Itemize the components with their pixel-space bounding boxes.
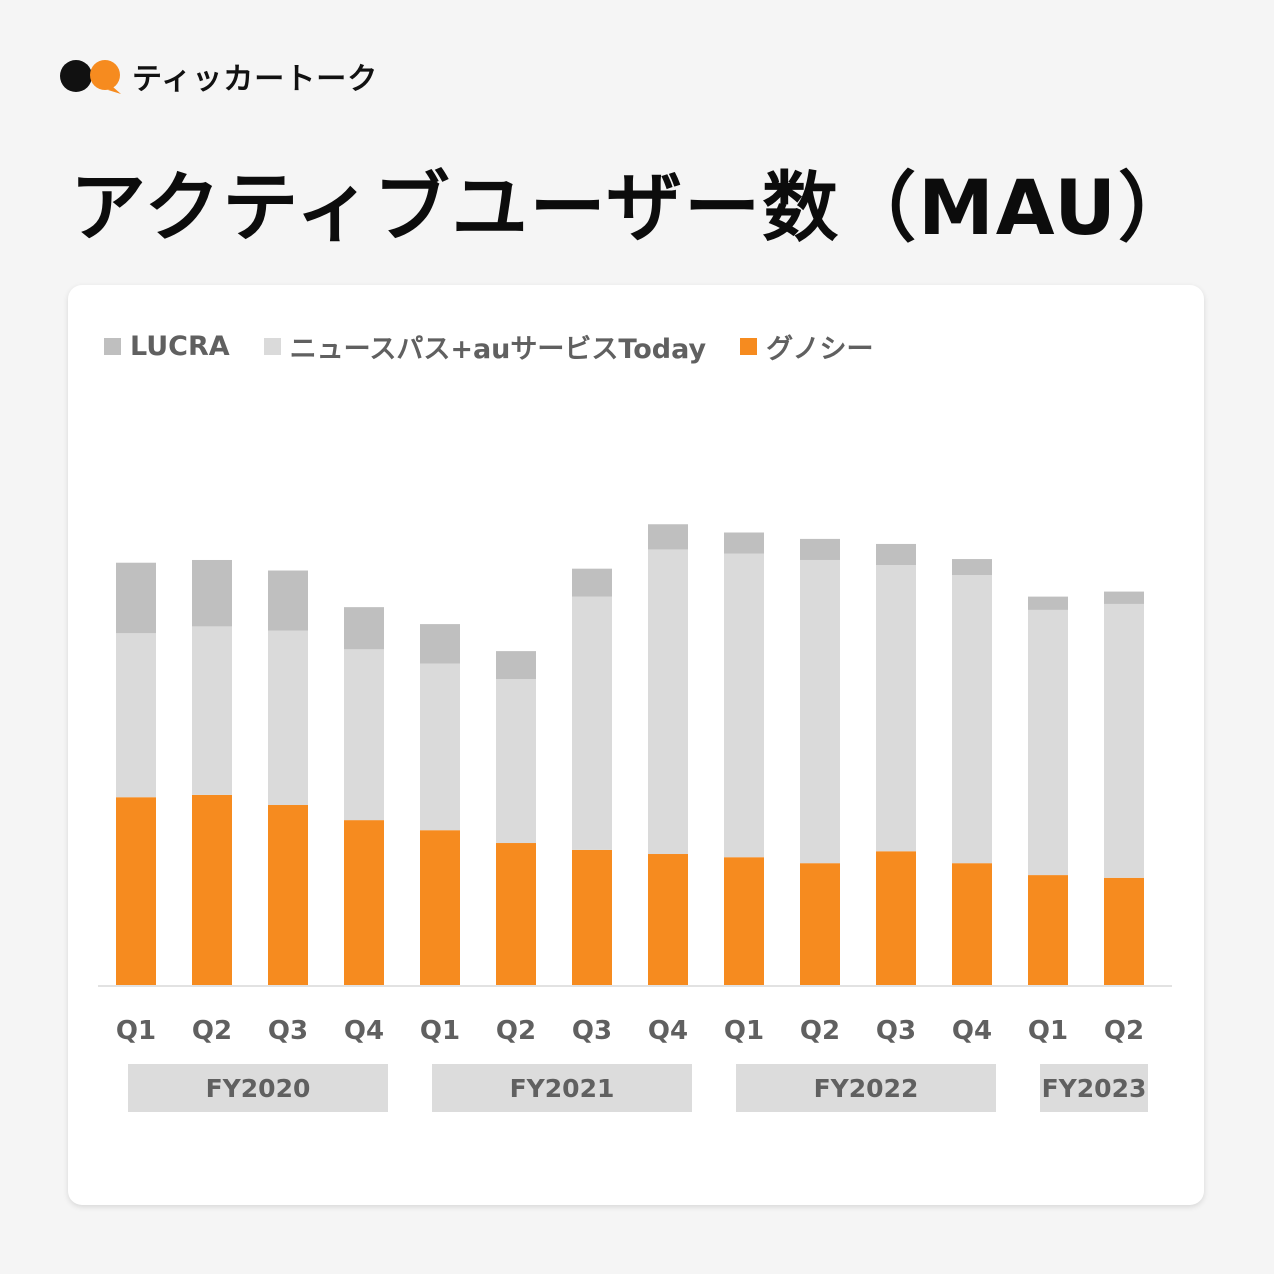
x-tick-label: Q4 bbox=[952, 1016, 992, 1046]
bar-newspass-1 bbox=[116, 633, 156, 798]
bar-newspass-12 bbox=[952, 575, 992, 864]
fy-band-3 bbox=[736, 1064, 996, 1112]
bar-lucra-1 bbox=[116, 562, 156, 634]
bar-gunosy-5 bbox=[420, 830, 460, 985]
x-tick-label: Q3 bbox=[268, 1016, 308, 1046]
speech-bubbles-logo-icon bbox=[60, 60, 121, 94]
x-tick-label: Q4 bbox=[648, 1016, 688, 1046]
legend-label-lucra: LUCRA bbox=[130, 331, 230, 362]
legend-label-gunosy: グノシー bbox=[766, 334, 874, 365]
bar-gunosy-9 bbox=[724, 857, 764, 985]
bar-lucra-7 bbox=[572, 568, 612, 597]
x-tick-label: Q1 bbox=[420, 1016, 460, 1046]
bar-newspass-5 bbox=[420, 663, 460, 831]
bar-newspass-3 bbox=[268, 630, 308, 806]
brand-name: ティッカートーク bbox=[132, 62, 379, 97]
bar-gunosy-4 bbox=[344, 820, 384, 985]
fy-band-1 bbox=[128, 1064, 388, 1112]
fy-band-4 bbox=[1040, 1064, 1148, 1112]
fy-label-2: FY2021 bbox=[510, 1074, 615, 1103]
bar-newspass-13 bbox=[1028, 609, 1068, 876]
bar-gunosy-2 bbox=[192, 794, 232, 985]
bar-lucra-4 bbox=[344, 607, 384, 650]
bar-gunosy-11 bbox=[876, 851, 916, 985]
x-tick-label: Q1 bbox=[116, 1016, 156, 1046]
bar-gunosy-6 bbox=[496, 843, 536, 985]
fy-label-3: FY2022 bbox=[814, 1074, 919, 1103]
legend: LUCRA ニュースパス+auサービスToday グノシー bbox=[104, 327, 908, 366]
bar-gunosy-8 bbox=[648, 854, 688, 985]
chart-card: LUCRA ニュースパス+auサービスToday グノシー Q1 Q2 Q3 Q4 Q1… bbox=[68, 285, 1204, 1205]
x-tick-label: Q2 bbox=[800, 1016, 840, 1046]
x-tick-label: Q3 bbox=[572, 1016, 612, 1046]
legend-swatch-newspass bbox=[263, 338, 281, 355]
legend-swatch-lucra bbox=[104, 338, 121, 355]
bar-gunosy-1 bbox=[116, 797, 156, 985]
bar-newspass-6 bbox=[496, 679, 536, 844]
bar-gunosy-14 bbox=[1104, 877, 1144, 985]
brand: ティッカートーク bbox=[58, 56, 379, 97]
bar-lucra-11 bbox=[876, 543, 916, 566]
bar-lucra-3 bbox=[268, 570, 308, 631]
legend-swatch-gunosy bbox=[740, 338, 758, 355]
bar-lucra-8 bbox=[648, 524, 688, 550]
bar-newspass-10 bbox=[800, 559, 840, 864]
x-tick-label: Q4 bbox=[344, 1016, 384, 1046]
bar-newspass-2 bbox=[192, 626, 232, 795]
stacked-bar-chart: Q1 Q2 Q3 Q4 Q1 Q2 Q3 Q4 Q1 Q2 Q3 Q4 Q1 Q2 FY2020 FY2021… bbox=[98, 524, 1172, 1112]
legend-item-newspass: ニュースパス+auサービスToday bbox=[263, 327, 707, 366]
page-title: アクティブユーザー数（MAU） bbox=[70, 163, 1196, 252]
x-tick-label: Q2 bbox=[1104, 1016, 1144, 1046]
bar-lucra-13 bbox=[1028, 596, 1068, 610]
bar-gunosy-7 bbox=[572, 849, 612, 985]
bar-lucra-14 bbox=[1104, 591, 1144, 604]
x-tick-label: Q3 bbox=[876, 1016, 916, 1046]
bar-lucra-10 bbox=[800, 538, 840, 560]
x-tick-label: Q2 bbox=[192, 1016, 232, 1046]
bar-gunosy-13 bbox=[1028, 875, 1068, 985]
bar-lucra-9 bbox=[724, 532, 764, 554]
bar-gunosy-10 bbox=[800, 863, 840, 985]
x-tick-label: Q2 bbox=[496, 1016, 536, 1046]
bar-gunosy-3 bbox=[268, 805, 308, 985]
bar-lucra-5 bbox=[420, 624, 460, 664]
bar-newspass-7 bbox=[572, 596, 612, 850]
legend-label-newspass: ニュースパス+auサービスToday bbox=[289, 334, 707, 365]
fy-label-1: FY2020 bbox=[206, 1074, 311, 1103]
legend-item-gunosy: グノシー bbox=[740, 327, 874, 366]
bar-newspass-8 bbox=[648, 549, 688, 855]
bar-newspass-11 bbox=[876, 565, 916, 852]
bar-newspass-9 bbox=[724, 553, 764, 858]
x-tick-label: Q1 bbox=[1028, 1016, 1068, 1046]
fy-label-4: FY2023 bbox=[1042, 1074, 1147, 1103]
legend-item-lucra: LUCRA bbox=[104, 331, 230, 362]
x-tick-label: Q1 bbox=[724, 1016, 764, 1046]
bar-lucra-12 bbox=[952, 559, 992, 576]
bar-gunosy-12 bbox=[952, 863, 992, 985]
bar-newspass-14 bbox=[1104, 603, 1144, 878]
bar-newspass-4 bbox=[344, 649, 384, 821]
bar-lucra-2 bbox=[192, 559, 232, 627]
bar-lucra-6 bbox=[496, 651, 536, 680]
fy-band-2 bbox=[432, 1064, 692, 1112]
